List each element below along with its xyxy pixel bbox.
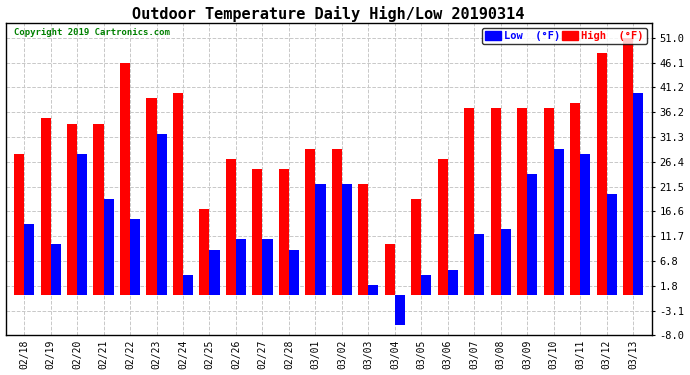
Bar xyxy=(120,63,130,295)
Bar xyxy=(518,108,527,295)
Bar xyxy=(544,108,554,295)
Bar xyxy=(358,184,368,295)
Bar xyxy=(385,244,395,295)
Bar xyxy=(226,159,236,295)
Bar xyxy=(199,209,210,295)
Bar xyxy=(157,134,166,295)
Bar xyxy=(368,285,379,295)
Bar xyxy=(395,295,405,325)
Bar xyxy=(422,275,431,295)
Bar xyxy=(146,98,157,295)
Bar xyxy=(77,154,87,295)
Bar xyxy=(342,184,352,295)
Bar xyxy=(448,270,458,295)
Legend: Low  (°F), High  (°F): Low (°F), High (°F) xyxy=(482,28,647,44)
Bar xyxy=(474,234,484,295)
Bar xyxy=(580,154,591,295)
Bar xyxy=(130,219,140,295)
Bar xyxy=(104,199,114,295)
Bar xyxy=(597,53,607,295)
Bar xyxy=(289,249,299,295)
Bar xyxy=(14,154,24,295)
Bar xyxy=(464,108,474,295)
Bar xyxy=(41,118,50,295)
Bar xyxy=(236,240,246,295)
Bar xyxy=(262,240,273,295)
Text: Copyright 2019 Cartronics.com: Copyright 2019 Cartronics.com xyxy=(14,28,170,37)
Bar xyxy=(24,224,34,295)
Bar xyxy=(279,169,289,295)
Bar xyxy=(491,108,501,295)
Bar xyxy=(253,169,262,295)
Bar xyxy=(50,244,61,295)
Bar xyxy=(570,104,580,295)
Bar xyxy=(183,275,193,295)
Bar xyxy=(437,159,448,295)
Bar xyxy=(306,149,315,295)
Bar xyxy=(93,123,104,295)
Bar xyxy=(554,149,564,295)
Bar xyxy=(501,230,511,295)
Bar xyxy=(67,123,77,295)
Bar xyxy=(607,194,617,295)
Bar xyxy=(315,184,326,295)
Bar xyxy=(210,249,219,295)
Title: Outdoor Temperature Daily High/Low 20190314: Outdoor Temperature Daily High/Low 20190… xyxy=(132,6,525,21)
Bar xyxy=(173,93,183,295)
Bar xyxy=(527,174,538,295)
Bar xyxy=(623,38,633,295)
Bar xyxy=(332,149,342,295)
Bar xyxy=(411,199,422,295)
Bar xyxy=(633,93,643,295)
